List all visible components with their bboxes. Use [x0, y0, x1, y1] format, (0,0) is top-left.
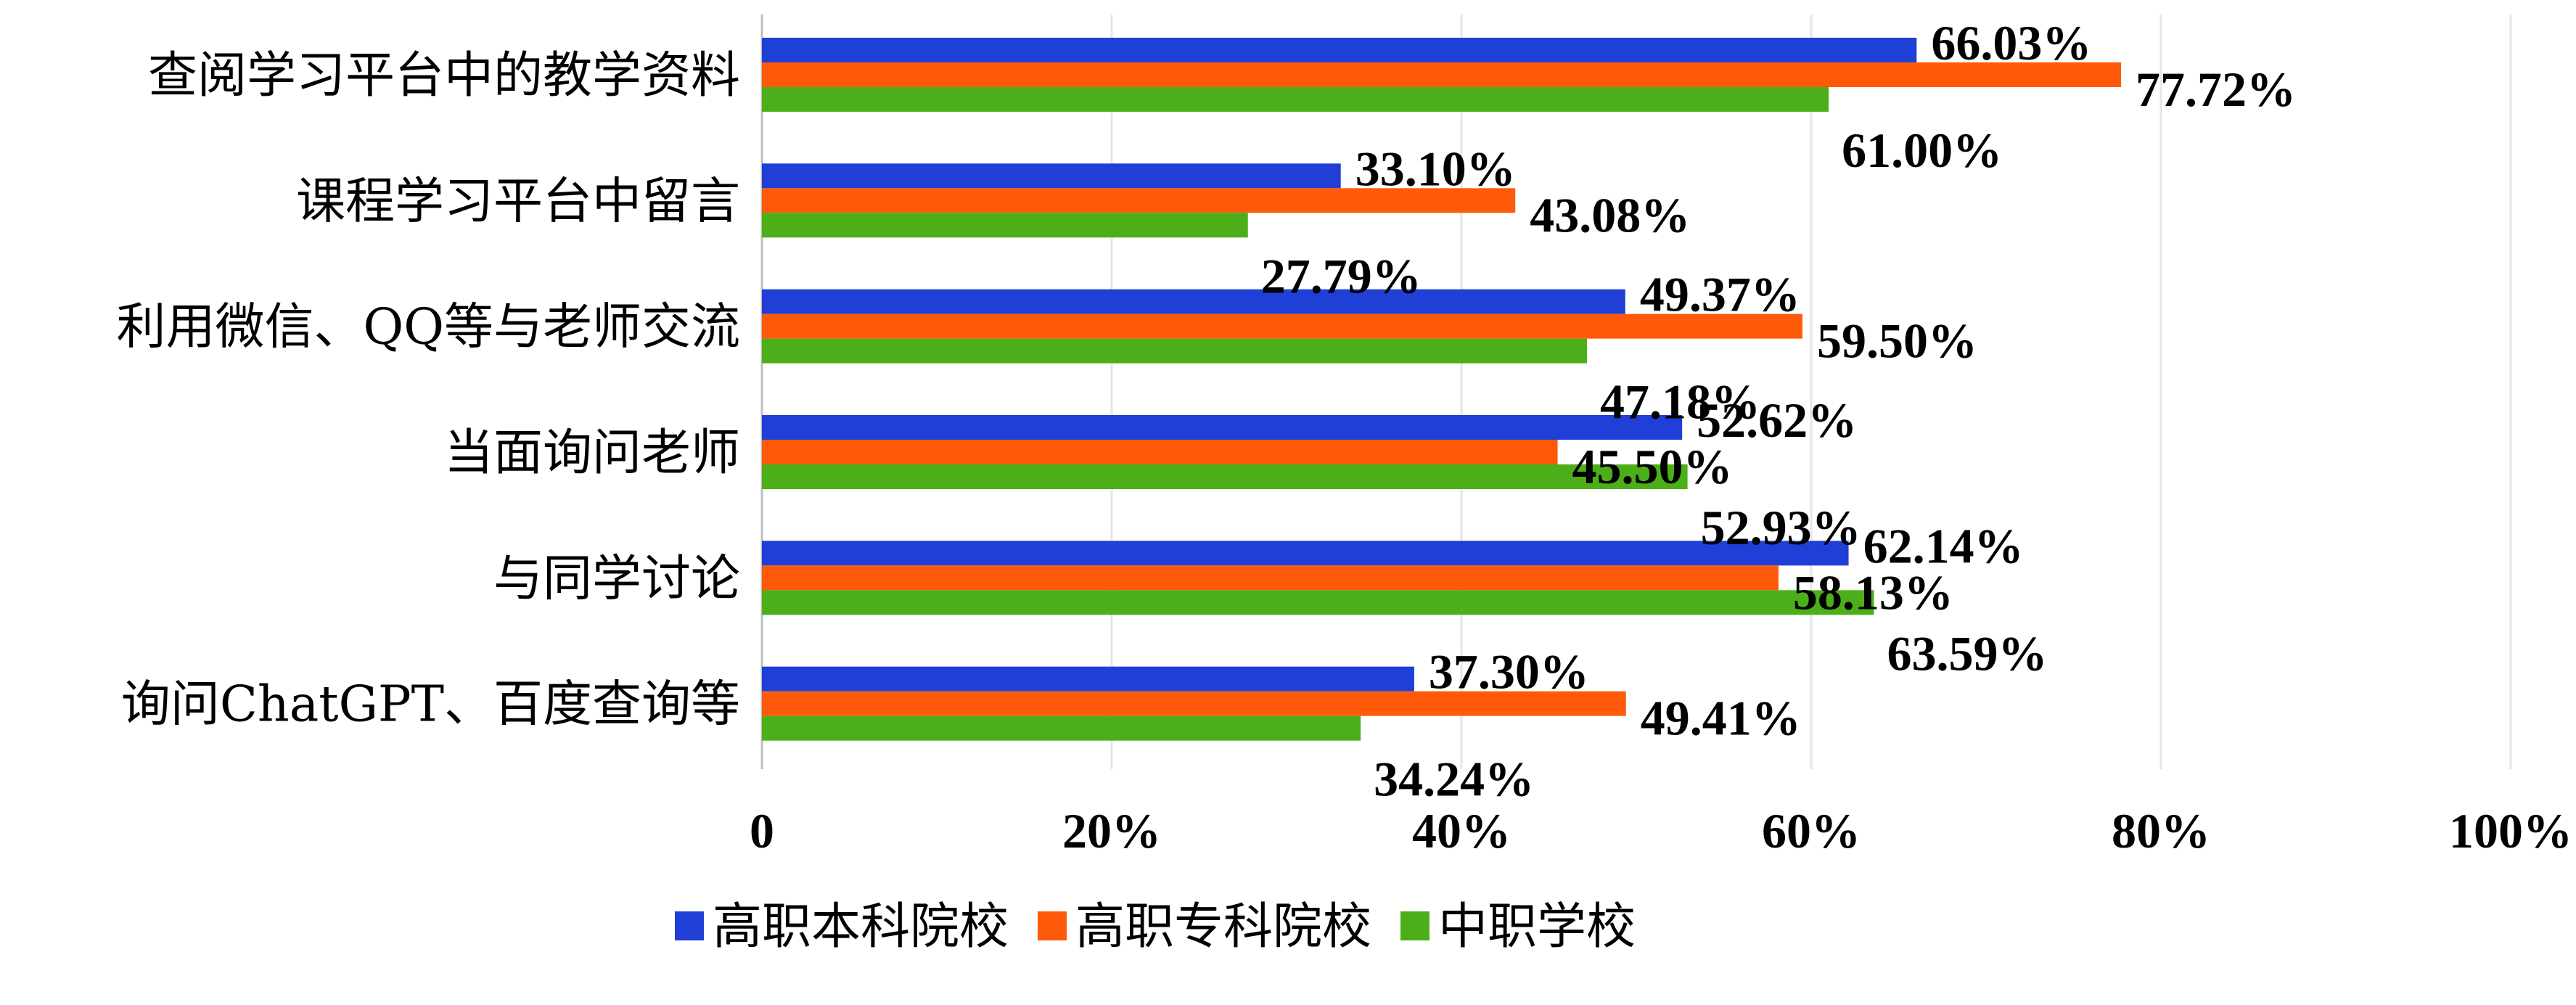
legend-label: 高职本科院校: [713, 898, 1009, 956]
bar: [762, 163, 1341, 189]
legend-label: 中职学校: [1438, 898, 1636, 956]
data-label: 52.93%: [1701, 500, 1861, 555]
data-label: 49.41%: [1641, 691, 1801, 746]
x-tick-labels: 0 20% 40% 60% 80% 100%: [750, 803, 2572, 858]
category-labels: 查阅学习平台中的教学资料课程学习平台中留言利用微信、QQ等与老师交流当面询问老师…: [117, 47, 741, 734]
data-label: 43.08%: [1530, 187, 1690, 242]
bar: [762, 62, 2122, 87]
data-label: 33.10%: [1355, 141, 1516, 196]
x-tick-label: 100%: [2449, 803, 2572, 858]
data-label: 77.72%: [2136, 62, 2296, 117]
category-label: 与同学讨论: [493, 550, 740, 607]
legend-label: 高职专科院校: [1075, 898, 1371, 956]
category-label: 课程学习平台中留言: [296, 173, 740, 230]
data-label: 52.62%: [1697, 393, 1857, 448]
bar: [762, 188, 1516, 213]
legend-swatch: [1038, 911, 1067, 940]
bar: [762, 338, 1588, 364]
data-label: 47.18%: [1600, 374, 1760, 430]
data-label: 61.00%: [1842, 123, 2002, 178]
legend-swatch: [675, 911, 704, 940]
gridlines: [760, 15, 2512, 769]
legend-swatch: [1400, 911, 1429, 940]
legend: 高职本科院校 高职专科院校 中职学校: [675, 898, 1636, 956]
x-tick-label: 40%: [1412, 803, 1511, 858]
bar: [762, 715, 1361, 741]
category-label: 当面询问老师: [444, 424, 740, 482]
x-tick-label: 80%: [2112, 803, 2210, 858]
data-label: 66.03%: [1931, 15, 2091, 70]
bar: [762, 313, 1802, 339]
bar: [762, 464, 1688, 489]
x-tick-label: 60%: [1762, 803, 1861, 858]
x-tick-label: 0: [750, 803, 774, 858]
data-labels: 66.03% 77.72% 61.00% 33.10% 43.08% 27.79% 49.3…: [1261, 15, 2296, 807]
data-label: 34.24%: [1374, 752, 1534, 807]
data-label: 49.37%: [1640, 267, 1800, 322]
bar: [762, 289, 1625, 314]
category-label: 利用微信、QQ等与老师交流: [117, 299, 741, 356]
bar: [762, 415, 1683, 440]
data-label: 45.50%: [1572, 439, 1733, 494]
bar: [762, 440, 1558, 464]
data-label: 62.14%: [1863, 518, 2024, 573]
bar: [762, 38, 1917, 62]
category-label: 询问ChatGPT、百度查询等: [121, 676, 740, 734]
bar: [762, 590, 1874, 615]
bar: [762, 541, 1849, 566]
data-label: 59.50%: [1817, 313, 1977, 369]
bar: [762, 666, 1414, 692]
bar: [762, 691, 1626, 716]
bar: [762, 213, 1248, 238]
data-label: 63.59%: [1887, 625, 2048, 681]
data-label: 37.30%: [1429, 644, 1589, 700]
data-label: 58.13%: [1793, 565, 1953, 620]
bar: [762, 87, 1829, 112]
x-tick-label: 20%: [1062, 803, 1161, 858]
bars: [762, 38, 2122, 741]
bar: [762, 565, 1779, 591]
data-label: 27.79%: [1261, 248, 1422, 303]
category-label: 查阅学习平台中的教学资料: [148, 47, 740, 104]
